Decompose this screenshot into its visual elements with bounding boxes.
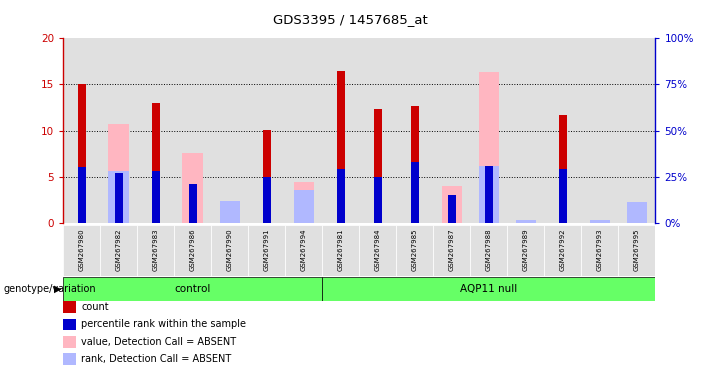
Bar <box>433 38 470 223</box>
Bar <box>479 71 499 223</box>
Bar <box>151 103 160 223</box>
Bar <box>485 166 493 223</box>
Bar <box>374 109 382 223</box>
Text: AQP11 null: AQP11 null <box>461 284 517 294</box>
FancyBboxPatch shape <box>63 277 322 301</box>
Bar <box>322 225 360 276</box>
Text: GSM267989: GSM267989 <box>523 229 529 271</box>
Text: ▶: ▶ <box>54 284 62 294</box>
Bar <box>174 225 211 276</box>
Bar <box>396 38 433 223</box>
Bar <box>248 225 285 276</box>
Bar <box>581 225 618 276</box>
Bar <box>211 225 248 276</box>
Text: GSM267994: GSM267994 <box>301 229 307 271</box>
Bar <box>627 205 647 223</box>
Bar <box>581 38 618 223</box>
Text: GSM267991: GSM267991 <box>264 229 270 271</box>
Bar <box>174 38 211 223</box>
Bar <box>448 195 456 223</box>
Text: control: control <box>175 284 211 294</box>
Text: GSM267984: GSM267984 <box>375 229 381 271</box>
Text: rank, Detection Call = ABSENT: rank, Detection Call = ABSENT <box>81 354 231 364</box>
Bar <box>470 38 508 223</box>
Bar <box>545 225 581 276</box>
Bar <box>590 220 610 223</box>
Bar <box>100 225 137 276</box>
Bar <box>411 162 419 223</box>
Bar <box>285 38 322 223</box>
Text: GSM267988: GSM267988 <box>486 229 492 271</box>
Text: GSM267981: GSM267981 <box>338 229 343 271</box>
Bar <box>508 225 545 276</box>
Bar <box>336 71 345 223</box>
Bar <box>627 202 647 223</box>
Bar <box>559 169 567 223</box>
Text: value, Detection Call = ABSENT: value, Detection Call = ABSENT <box>81 337 236 347</box>
Bar <box>100 38 137 223</box>
Bar <box>360 38 396 223</box>
Bar <box>285 225 322 276</box>
Bar <box>433 225 470 276</box>
Text: percentile rank within the sample: percentile rank within the sample <box>81 319 246 329</box>
Bar <box>263 177 271 223</box>
Text: GSM267980: GSM267980 <box>79 229 85 271</box>
Bar <box>109 171 129 223</box>
Bar <box>263 130 271 223</box>
Bar <box>189 184 197 223</box>
Bar <box>294 190 314 223</box>
Bar <box>336 169 345 223</box>
Bar <box>559 115 567 223</box>
Bar <box>374 177 382 223</box>
Bar <box>411 106 419 223</box>
Bar <box>219 202 240 223</box>
Bar <box>248 38 285 223</box>
Bar <box>114 173 123 223</box>
Bar <box>360 225 396 276</box>
Bar <box>137 38 174 223</box>
Text: GSM267983: GSM267983 <box>153 229 158 271</box>
Bar <box>63 38 100 223</box>
Text: GSM267993: GSM267993 <box>597 229 603 271</box>
Bar <box>442 186 462 223</box>
Bar <box>78 84 86 223</box>
Bar <box>294 182 314 223</box>
Bar <box>151 171 160 223</box>
Bar <box>470 225 508 276</box>
Bar <box>618 38 655 223</box>
Text: count: count <box>81 302 109 312</box>
Bar <box>516 220 536 223</box>
Bar <box>78 167 86 223</box>
Bar <box>508 38 545 223</box>
Text: GSM267986: GSM267986 <box>190 229 196 271</box>
Text: GSM267985: GSM267985 <box>411 229 418 271</box>
Text: genotype/variation: genotype/variation <box>4 284 96 294</box>
Bar <box>479 166 499 223</box>
Text: GDS3395 / 1457685_at: GDS3395 / 1457685_at <box>273 13 428 26</box>
Bar <box>396 225 433 276</box>
Text: GSM267990: GSM267990 <box>226 229 233 271</box>
Bar <box>182 153 203 223</box>
Text: GSM267992: GSM267992 <box>560 229 566 271</box>
Bar <box>137 225 174 276</box>
Bar <box>219 200 240 223</box>
Bar <box>211 38 248 223</box>
Text: GSM267995: GSM267995 <box>634 229 640 271</box>
Text: GSM267982: GSM267982 <box>116 229 121 271</box>
Bar <box>109 124 129 223</box>
Text: GSM267987: GSM267987 <box>449 229 455 271</box>
Bar <box>63 225 100 276</box>
FancyBboxPatch shape <box>322 277 655 301</box>
Bar <box>618 225 655 276</box>
Bar <box>545 38 581 223</box>
Bar <box>322 38 360 223</box>
